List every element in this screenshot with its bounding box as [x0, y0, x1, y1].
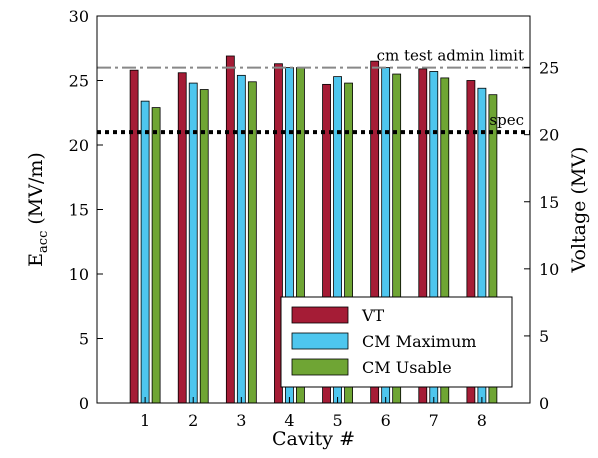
y-tick-label: 0	[79, 394, 89, 413]
y-tick-label: 5	[79, 330, 89, 349]
ticks-layer: 0 5 10 15 20 25 30 0 5 10 15 20 25 1 2 3 4 5 6 7 8	[69, 7, 560, 430]
bars-layer	[129, 55, 498, 404]
legend-label-cm-maximum: CM Maximum	[362, 332, 476, 351]
y-axis-label-main: E	[25, 253, 47, 267]
legend-swatch-cm-usable	[291, 358, 349, 376]
bar-cm-usable-cavity-2	[199, 89, 209, 404]
y-tick-label: 30	[69, 7, 89, 26]
y-tick-label: 10	[69, 265, 89, 284]
legend-swatch-vt	[291, 306, 349, 324]
x-tick-label: 4	[284, 411, 294, 430]
x-tick-label: 6	[381, 411, 391, 430]
bar-vt-cavity-3	[225, 55, 235, 404]
x-tick-label: 3	[236, 411, 246, 430]
legend-swatch-cm-maximum	[291, 332, 349, 350]
y2-tick-label: 20	[539, 126, 559, 145]
y-axis-label-subscript: acc	[36, 231, 51, 253]
y-tick-label: 25	[69, 72, 89, 91]
y-tick-label: 15	[69, 201, 89, 220]
y-axis-label-unit: (MV/m)	[25, 152, 47, 230]
x-tick-label: 1	[140, 411, 150, 430]
y-tick-label: 20	[69, 136, 89, 155]
reference-line-label-admin-limit: cm test admin limit	[377, 47, 524, 65]
bar-vt-cavity-1	[129, 69, 139, 404]
bar-cm-usable-cavity-1	[151, 107, 161, 404]
y2-tick-label: 0	[539, 394, 549, 413]
legend-label-vt: VT	[361, 306, 385, 325]
bar-cm-maximum-cavity-3	[236, 74, 246, 404]
reference-lines-layer: cm test admin limit spec	[97, 47, 530, 135]
bar-vt-cavity-2	[177, 72, 187, 404]
y2-axis-label: Voltage (MV)	[568, 147, 590, 274]
bar-cm-usable-cavity-3	[247, 81, 257, 404]
y2-tick-label: 5	[539, 327, 549, 346]
legend-label-cm-usable: CM Usable	[362, 358, 452, 377]
bar-cm-maximum-cavity-1	[140, 100, 150, 404]
y-axis-label: Eacc (MV/m)	[25, 152, 51, 267]
x-axis-label: Cavity #	[272, 428, 355, 450]
x-tick-label: 2	[188, 411, 198, 430]
reference-line-label-spec: spec	[489, 111, 524, 129]
y2-tick-label: 10	[539, 260, 559, 279]
x-tick-label: 5	[332, 411, 342, 430]
y2-tick-label: 25	[539, 59, 559, 78]
y2-tick-label: 15	[539, 193, 559, 212]
legend: VT CM Maximum CM Usable	[280, 296, 513, 388]
x-tick-label: 8	[477, 411, 487, 430]
x-tick-label: 7	[429, 411, 439, 430]
